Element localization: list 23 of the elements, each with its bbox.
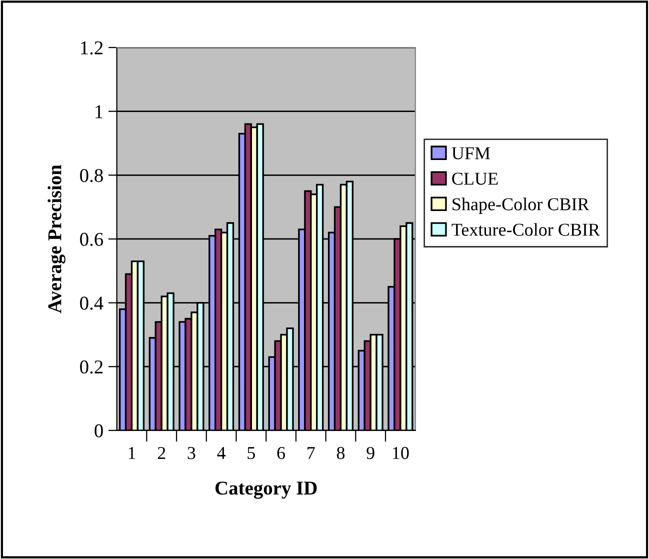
legend-label: Texture-Color CBIR	[452, 223, 600, 236]
y-tick-label: 0.2	[80, 360, 103, 374]
x-tick-label: 8	[336, 446, 345, 460]
legend-label: UFM	[452, 147, 490, 160]
y-axis-title: Average Precision	[48, 164, 66, 314]
x-tick-label: 6	[277, 446, 285, 460]
legend-label: Shape-Color CBIR	[452, 198, 590, 214]
x-axis-title: Category ID	[215, 482, 317, 499]
y-tick-label: 0.6	[80, 232, 104, 246]
x-tick-label: 2	[158, 446, 166, 459]
legend-label: CLUE	[452, 172, 498, 185]
y-tick-label: 0.8	[80, 168, 103, 182]
x-tick-label: 1	[128, 446, 136, 459]
y-tick-label: 0	[94, 424, 103, 438]
x-tick-label: 10	[392, 446, 409, 460]
x-tick-label: 5	[248, 447, 255, 460]
y-tick-label: 0.4	[80, 296, 104, 310]
y-tick-label: 1.2	[81, 41, 103, 55]
x-tick-label: 9	[366, 446, 374, 460]
x-tick-label: 7	[308, 447, 315, 459]
x-tick-label: 4	[217, 447, 226, 459]
y-tick-label: 1	[96, 105, 102, 118]
x-tick-label: 3	[188, 446, 196, 460]
